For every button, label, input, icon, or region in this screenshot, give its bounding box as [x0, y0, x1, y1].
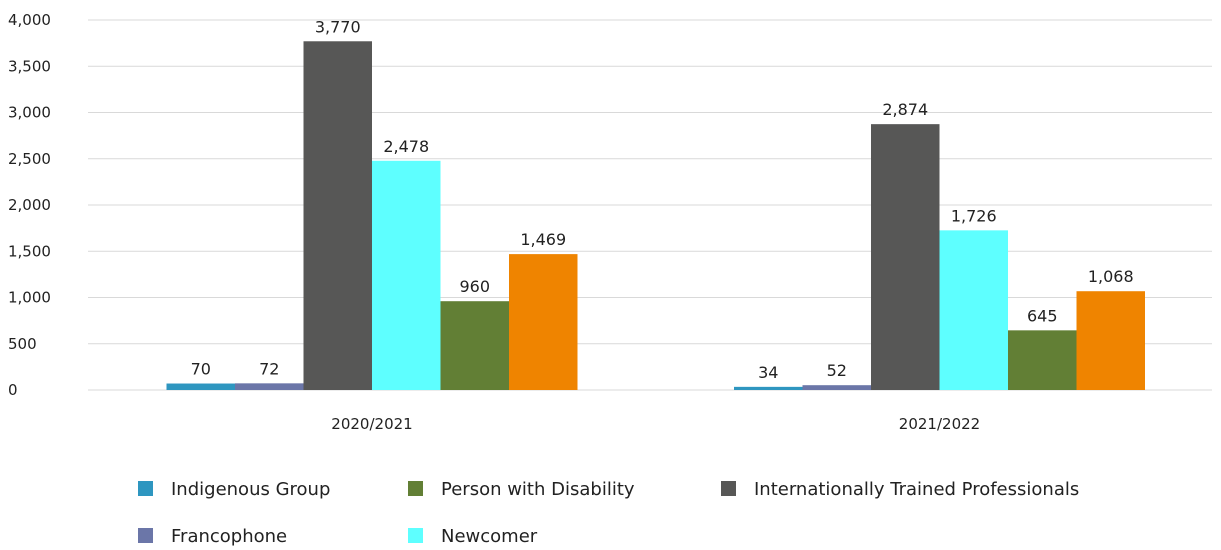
y-tick-label: 3,500 [8, 57, 51, 75]
bar [372, 160, 441, 390]
y-tick-label: 0 [8, 381, 18, 399]
y-tick-label: 1,000 [8, 289, 51, 307]
legend-item: Internationally Trained Professionals [721, 479, 1079, 500]
legend: Indigenous Group Person with Disability In… [138, 479, 1079, 547]
bar [1076, 291, 1145, 390]
data-label: 1,068 [1088, 267, 1134, 286]
bar [235, 383, 304, 390]
bar [939, 230, 1008, 390]
legend-label: Internationally Trained Professionals [754, 479, 1079, 500]
data-label: 3,770 [315, 17, 361, 36]
data-label: 2,874 [882, 100, 928, 119]
legend-label: Newcomer [441, 526, 538, 547]
bar [734, 386, 803, 390]
data-label: 52 [827, 361, 847, 380]
y-axis: 0 500 1,000 1,500 2,000 2,500 3,000 3,500 4,000 [8, 11, 51, 399]
legend-label: Person with Disability [441, 479, 635, 500]
gridlines [88, 19, 1212, 391]
x-category-label: 2020/2021 [331, 415, 412, 433]
y-tick-label: 3,000 [8, 104, 51, 122]
data-label: 960 [459, 277, 490, 296]
bar [303, 41, 372, 391]
data-label: 645 [1027, 306, 1058, 325]
data-label: 34 [758, 363, 778, 382]
bar [509, 254, 578, 390]
y-tick-label: 2,500 [8, 150, 51, 168]
bar [440, 301, 509, 390]
y-tick-label: 4,000 [8, 11, 51, 29]
data-label: 70 [191, 360, 211, 379]
y-tick-label: 2,000 [8, 196, 51, 214]
x-category-label: 2021/2022 [899, 415, 980, 433]
legend-item: Person with Disability [408, 479, 635, 500]
legend-item: Newcomer [408, 526, 538, 547]
legend-swatch [138, 481, 153, 496]
y-tick-label: 1,500 [8, 242, 51, 260]
data-label: 72 [259, 359, 279, 378]
data-labels: 70 72 3,770 2,478 960 1,469 34 52 2,874 1,726 645 1… [191, 17, 1134, 382]
bar [871, 124, 940, 390]
legend-label: Indigenous Group [171, 479, 330, 500]
data-label: 1,726 [951, 206, 997, 225]
data-label: 1,469 [520, 230, 566, 249]
legend-swatch [408, 481, 423, 496]
legend-item: Indigenous Group [138, 479, 330, 500]
bar [166, 383, 235, 390]
bar [802, 385, 871, 390]
bar [1008, 330, 1077, 390]
data-label: 2,478 [383, 137, 429, 156]
legend-label: Francophone [171, 526, 287, 547]
legend-swatch [138, 528, 153, 543]
y-tick-label: 500 [8, 335, 37, 353]
legend-swatch [408, 528, 423, 543]
legend-item: Francophone [138, 526, 287, 547]
bars [166, 41, 1145, 391]
x-axis: 2020/2021 2021/2022 [331, 415, 980, 433]
legend-swatch [721, 481, 736, 496]
